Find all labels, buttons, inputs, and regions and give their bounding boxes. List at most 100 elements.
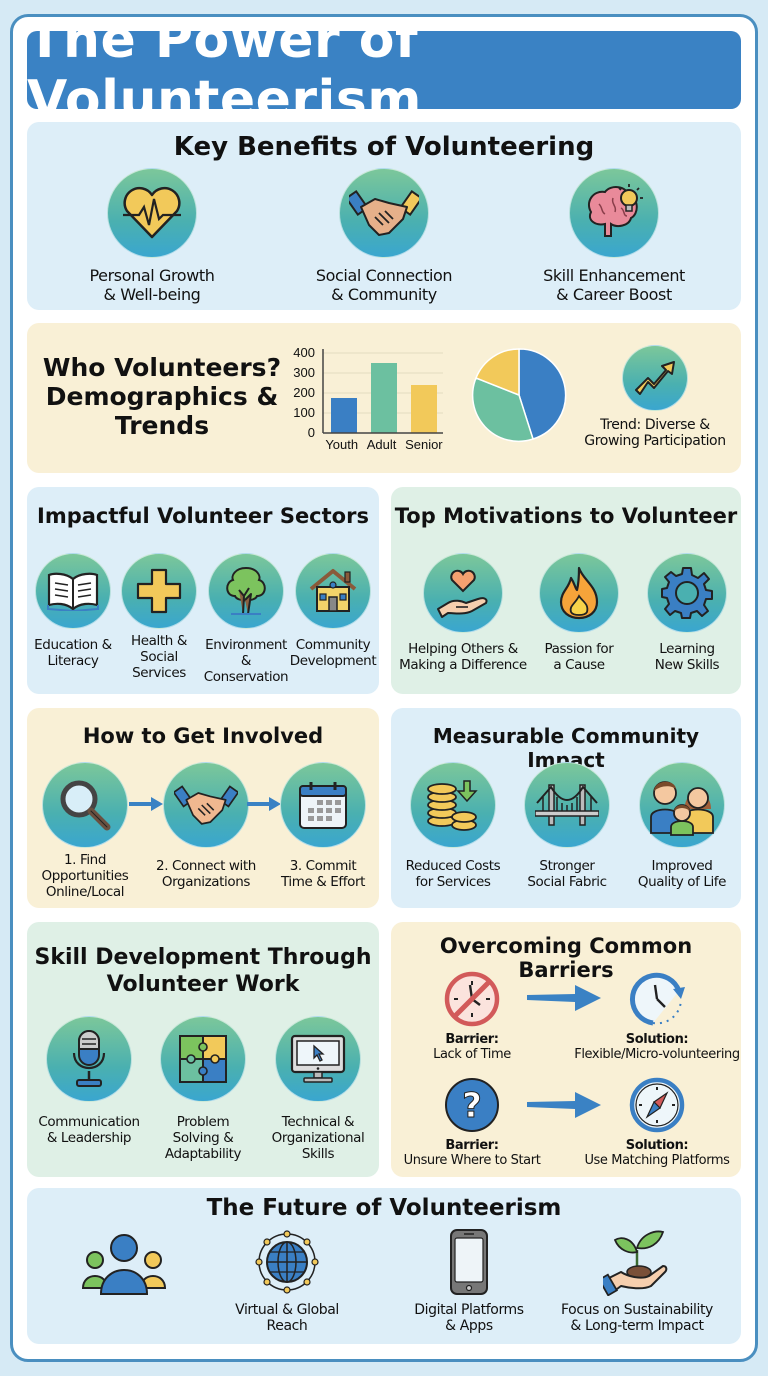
solution-text: Flexible/Micro-volunteering bbox=[574, 1047, 740, 1062]
future-label-line: & Apps bbox=[445, 1318, 493, 1334]
demographics-title: Who Volunteers? Demographics & Trends bbox=[37, 353, 287, 440]
benefit-label-line1: Skill Enhancement bbox=[543, 266, 685, 285]
motivations-title: Top Motivations to Volunteer bbox=[394, 504, 738, 528]
bridge-icon bbox=[524, 762, 610, 848]
skill-technical: Technical & Organizational Skills bbox=[259, 1016, 377, 1162]
future-people bbox=[77, 1232, 171, 1298]
sector-health: Health & Social Services bbox=[115, 553, 203, 681]
future-label-line: Focus on Sustainability bbox=[561, 1302, 713, 1318]
demographics-title-line3: Trends bbox=[114, 411, 210, 440]
future-label-line: & Long-term Impact bbox=[570, 1318, 704, 1334]
gear-icon bbox=[647, 553, 727, 633]
monitor-cursor-icon bbox=[275, 1016, 361, 1102]
arrow-right-icon bbox=[527, 1092, 601, 1118]
barrier-label: Barrier: bbox=[445, 1032, 499, 1047]
solution-label: Solution: bbox=[625, 1032, 689, 1047]
trend-label-line1: Trend: Diverse & bbox=[600, 417, 710, 433]
y-tick: 100 bbox=[293, 405, 315, 420]
impact-label-line: Improved bbox=[651, 858, 713, 874]
microphone-icon bbox=[46, 1016, 132, 1102]
sector-label-line: Health & bbox=[131, 633, 187, 649]
barrier-lack-of-time: Barrier: Lack of Time bbox=[399, 970, 545, 1062]
skill-label-line: Problem bbox=[176, 1114, 230, 1130]
hand-sprout-icon bbox=[603, 1230, 668, 1296]
solution-text: Use Matching Platforms bbox=[584, 1153, 730, 1168]
skill-communication: Communication & Leadership bbox=[29, 1016, 149, 1146]
step-label-line: 2. Connect with bbox=[156, 858, 256, 874]
demographics-panel: Who Volunteers? Demographics & Trends 40… bbox=[27, 323, 741, 473]
future-virtual-global: Virtual & Global Reach bbox=[217, 1228, 357, 1334]
x-label: Senior bbox=[405, 437, 443, 452]
solution-flexible: Solution: Flexible/Micro-volunteering bbox=[571, 970, 743, 1062]
arrow-right-icon bbox=[129, 797, 163, 811]
handshake-icon bbox=[339, 168, 429, 258]
motivations-panel: Top Motivations to Volunteer Helping Oth… bbox=[391, 487, 741, 694]
title-banner: The Power of Volunteerism bbox=[27, 10, 741, 130]
skill-label-line: & Leadership bbox=[46, 1130, 132, 1146]
sectors-title: Impactful Volunteer Sectors bbox=[37, 504, 369, 528]
sectors-panel: Impactful Volunteer Sectors Education & … bbox=[27, 487, 379, 694]
puzzle-icon bbox=[160, 1016, 246, 1102]
step-label-line: Time & Effort bbox=[280, 874, 366, 890]
future-label-line: Virtual & Global bbox=[235, 1302, 339, 1318]
motivation-label-line: Making a Difference bbox=[399, 657, 527, 673]
benefit-label-line1: Social Connection bbox=[315, 266, 453, 285]
flame-icon bbox=[539, 553, 619, 633]
hand-heart-icon bbox=[423, 553, 503, 633]
motivation-label-line: Learning bbox=[659, 641, 715, 657]
x-axis-labels: Youth Adult Senior bbox=[321, 437, 447, 452]
sector-label-line: Education & bbox=[34, 637, 112, 653]
future-digital-platforms: Digital Platforms & Apps bbox=[399, 1228, 539, 1334]
book-icon bbox=[35, 553, 111, 629]
skills-panel: Skill Development Through Volunteer Work… bbox=[27, 922, 379, 1177]
step-connect: 2. Connect with Organizations bbox=[151, 762, 261, 890]
x-label: Adult bbox=[366, 437, 397, 452]
house-icon bbox=[295, 553, 371, 629]
tree-icon bbox=[208, 553, 284, 629]
involved-title: How to Get Involved bbox=[82, 724, 324, 748]
arrow-right-icon bbox=[247, 797, 281, 811]
benefit-label-line2: & Career Boost bbox=[556, 285, 672, 304]
future-sustainability: Focus on Sustainability & Long-term Impa… bbox=[547, 1228, 727, 1334]
motivation-label-line: a Cause bbox=[553, 657, 605, 673]
heart-pulse-icon bbox=[107, 168, 197, 258]
future-panel: The Future of Volunteerism Virtual bbox=[27, 1188, 741, 1344]
motivation-label-line: Passion for bbox=[544, 641, 614, 657]
barrier-label: Barrier: bbox=[445, 1138, 499, 1153]
impact-panel: Measurable Community Impact Reduced Cost… bbox=[391, 708, 741, 908]
x-label: Youth bbox=[325, 437, 359, 452]
medical-cross-icon bbox=[121, 553, 197, 629]
trend-up-arrow-icon bbox=[622, 345, 688, 411]
skill-label-line: Communication bbox=[38, 1114, 140, 1130]
involved-panel: How to Get Involved 1. Find Opportunitie… bbox=[27, 708, 379, 908]
sector-label-line: Conservation bbox=[203, 669, 289, 685]
step-commit: 3. Commit Time & Effort bbox=[271, 762, 375, 890]
motivation-passion: Passion for a Cause bbox=[527, 553, 631, 673]
barrier-text: Lack of Time bbox=[433, 1047, 511, 1062]
motivation-helping-others: Helping Others & Making a Difference bbox=[393, 553, 533, 673]
impact-reduced-costs: Reduced Costs for Services bbox=[397, 762, 509, 890]
y-tick: 0 bbox=[307, 425, 315, 440]
family-icon bbox=[639, 762, 725, 848]
no-clock-icon bbox=[444, 971, 500, 1027]
benefit-label-line2: & Well-being bbox=[103, 285, 201, 304]
bar-chart-plot bbox=[322, 349, 443, 434]
skills-title-line2: Volunteer Work bbox=[106, 972, 300, 997]
demographics-title-line2: Demographics & bbox=[45, 382, 279, 411]
motivation-label-line: New Skills bbox=[654, 657, 720, 673]
people-group-icon bbox=[81, 1234, 167, 1295]
impact-label-line: Reduced Costs bbox=[405, 858, 501, 874]
barriers-title: Overcoming Common Barriers bbox=[439, 934, 693, 982]
future-label-line: Reach bbox=[266, 1318, 308, 1334]
skill-problem-solving: Problem Solving & Adaptability bbox=[151, 1016, 255, 1162]
barrier-text: Unsure Where to Start bbox=[403, 1153, 541, 1168]
brain-lightbulb-icon bbox=[569, 168, 659, 258]
calendar-icon bbox=[280, 762, 366, 848]
barrier-unsure-start: ? Barrier: Unsure Where to Start bbox=[393, 1076, 551, 1168]
skill-label-line: Technical & bbox=[281, 1114, 355, 1130]
future-label-line: Digital Platforms bbox=[414, 1302, 524, 1318]
arrow-right-icon bbox=[527, 985, 601, 1011]
sector-environment: Environment & Conservation bbox=[199, 553, 293, 685]
sector-community: Community Development bbox=[289, 553, 377, 669]
sector-label-line: Services bbox=[132, 665, 186, 681]
